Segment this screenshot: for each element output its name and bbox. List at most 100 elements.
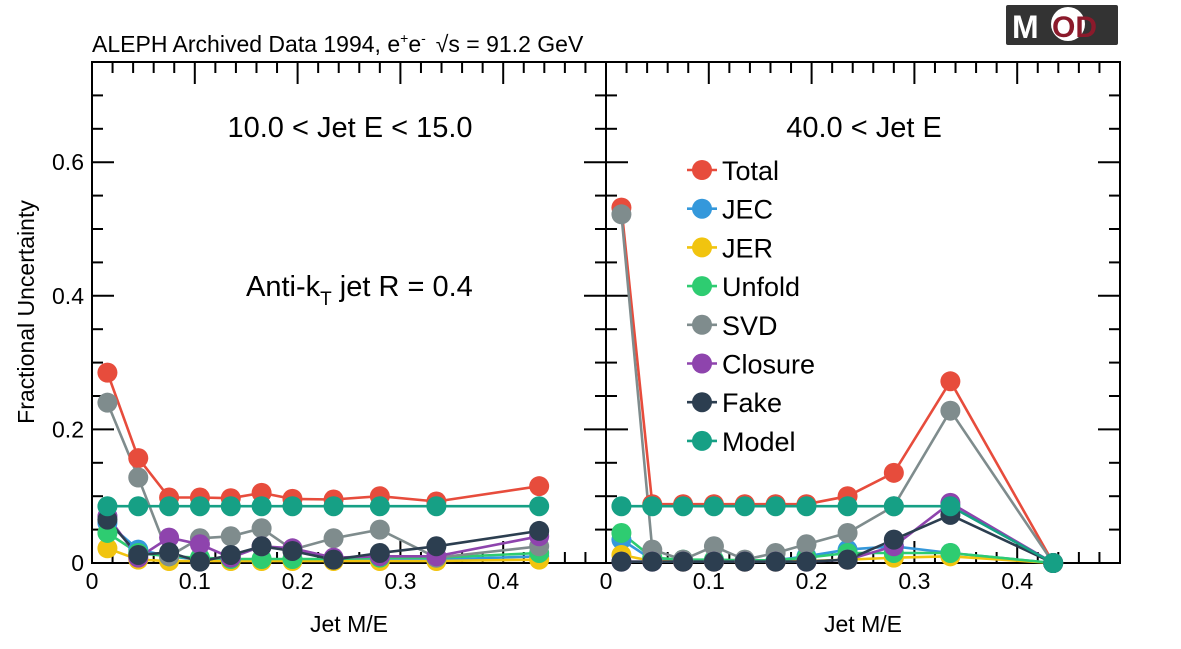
right-point-model <box>940 496 961 517</box>
legend-item-model: Model <box>687 427 796 457</box>
right-x-tick-label: 0.1 <box>693 568 725 594</box>
logo-ring-icon <box>1051 7 1085 41</box>
left-point-fake <box>529 520 550 541</box>
right-point-model <box>703 496 724 517</box>
right-x-tick-label: 0.4 <box>1001 568 1033 594</box>
figure-title: ALEPH Archived Data 1994, e+e- √s = 91.2 … <box>92 30 584 57</box>
right-point-fake <box>673 551 694 572</box>
right-x-tick-label: 0.3 <box>898 568 930 594</box>
legend-item-svd: SVD <box>687 311 778 341</box>
title-sqrt: √s <box>436 31 460 57</box>
legend-label-jec: JEC <box>722 195 773 225</box>
y-tick-label: 0 <box>71 550 84 576</box>
right-point-model <box>796 496 817 517</box>
right-point-fake <box>796 551 817 572</box>
left-point-total <box>529 476 550 497</box>
logo-text-od: OD <box>1052 11 1097 44</box>
left-point-model <box>220 496 241 517</box>
left-point-model <box>323 496 344 517</box>
left-point-svd <box>128 467 149 488</box>
right-point-svd <box>837 522 858 543</box>
right-point-model <box>1043 553 1064 573</box>
algorithm-label: Anti-kT jet R = 0.4 <box>246 271 473 310</box>
left-point-fake <box>251 536 272 557</box>
left-panel: 0 0.2 0.4 0.6 0 0.1 0.2 0.3 0.4 Jet M/E <box>52 61 607 637</box>
left-point-model <box>128 496 149 517</box>
legend-item-unfold: Unfold <box>687 272 800 302</box>
left-point-svd <box>97 392 118 413</box>
right-point-model <box>765 496 786 517</box>
left-point-fake <box>128 544 149 565</box>
legend-item-total: Total <box>687 156 779 186</box>
left-point-fake <box>426 536 447 557</box>
left-point-model <box>282 496 303 517</box>
right-point-fake <box>703 551 724 572</box>
left-x-tick-label: 0.4 <box>487 568 519 594</box>
legend-label-fake: Fake <box>722 388 782 418</box>
right-x-tick-label: 0 <box>600 568 613 594</box>
right-point-fake <box>765 551 786 572</box>
y-tick-label: 0.2 <box>52 416 84 442</box>
right-point-model <box>673 496 694 517</box>
right-point-svd <box>703 536 724 557</box>
legend-label-total: Total <box>722 156 779 186</box>
algo-prefix: Anti-k <box>246 271 321 303</box>
legend-item-jer: JER <box>687 233 773 263</box>
legend-marker-total <box>692 160 712 180</box>
left-x-tick-label: 0.3 <box>384 568 416 594</box>
y-axis-label: Fractional Uncertainty <box>13 200 39 424</box>
title-e: e <box>408 31 421 57</box>
legend-label-model: Model <box>722 427 796 457</box>
legend-item-closure: Closure <box>687 350 815 380</box>
right-point-fake <box>883 529 904 550</box>
left-point-fake <box>369 542 390 563</box>
right-panel-label: 40.0 < Jet E <box>786 112 942 144</box>
title-main: ALEPH Archived Data 1994, e <box>92 31 400 57</box>
right-point-fake <box>734 551 755 572</box>
right-point-model <box>734 496 755 517</box>
right-point-model <box>883 496 904 517</box>
left-point-total <box>128 448 149 469</box>
left-series-line-total <box>106 372 540 503</box>
title-sup2: - <box>421 30 426 46</box>
title-end: = 91.2 GeV <box>460 31 584 57</box>
right-x-tick-label: 0.2 <box>796 568 828 594</box>
right-point-model <box>642 496 663 517</box>
left-point-closure <box>189 534 210 555</box>
legend-marker-model <box>692 430 712 451</box>
legend-marker-closure <box>692 353 712 374</box>
left-point-model <box>369 496 390 517</box>
left-point-model <box>159 496 180 517</box>
right-point-fake <box>611 551 632 572</box>
left-point-fake <box>189 551 210 572</box>
right-point-svd <box>940 400 961 421</box>
right-point-svd <box>796 534 817 555</box>
right-panel-frame <box>605 61 1121 564</box>
right-point-fake <box>837 549 858 570</box>
right-point-model <box>837 496 858 517</box>
right-point-unfold <box>611 522 632 543</box>
left-point-model <box>529 496 550 517</box>
left-x-tick-label: 0.2 <box>282 568 314 594</box>
right-point-fake <box>642 551 663 572</box>
left-point-fake <box>159 542 180 563</box>
legend-label-svd: SVD <box>722 311 778 341</box>
right-panel: 0 0.1 0.2 0.3 0.4 Jet M/E <box>600 61 1121 637</box>
legend-marker-svd <box>692 314 712 335</box>
y-tick-label: 0.4 <box>52 283 84 309</box>
left-point-svd <box>369 519 390 540</box>
legend-item-jec: JEC <box>687 195 773 225</box>
legend-marker-unfold <box>692 276 712 297</box>
left-x-axis-label: Jet M/E <box>310 611 388 637</box>
mod-logo: M OD <box>1006 5 1118 45</box>
legend-marker-fake <box>692 392 712 413</box>
legend-label-closure: Closure <box>722 350 815 380</box>
left-point-svd <box>220 526 241 547</box>
right-point-svd <box>611 204 632 225</box>
left-x-tick-label: 0.1 <box>179 568 211 594</box>
left-panel-label: 10.0 < Jet E < 15.0 <box>227 112 472 144</box>
left-point-jer <box>97 538 118 559</box>
legend-marker-jer <box>692 237 712 258</box>
legend: Total JEC JER Unfold SVD Closure Fake Model <box>687 156 815 457</box>
